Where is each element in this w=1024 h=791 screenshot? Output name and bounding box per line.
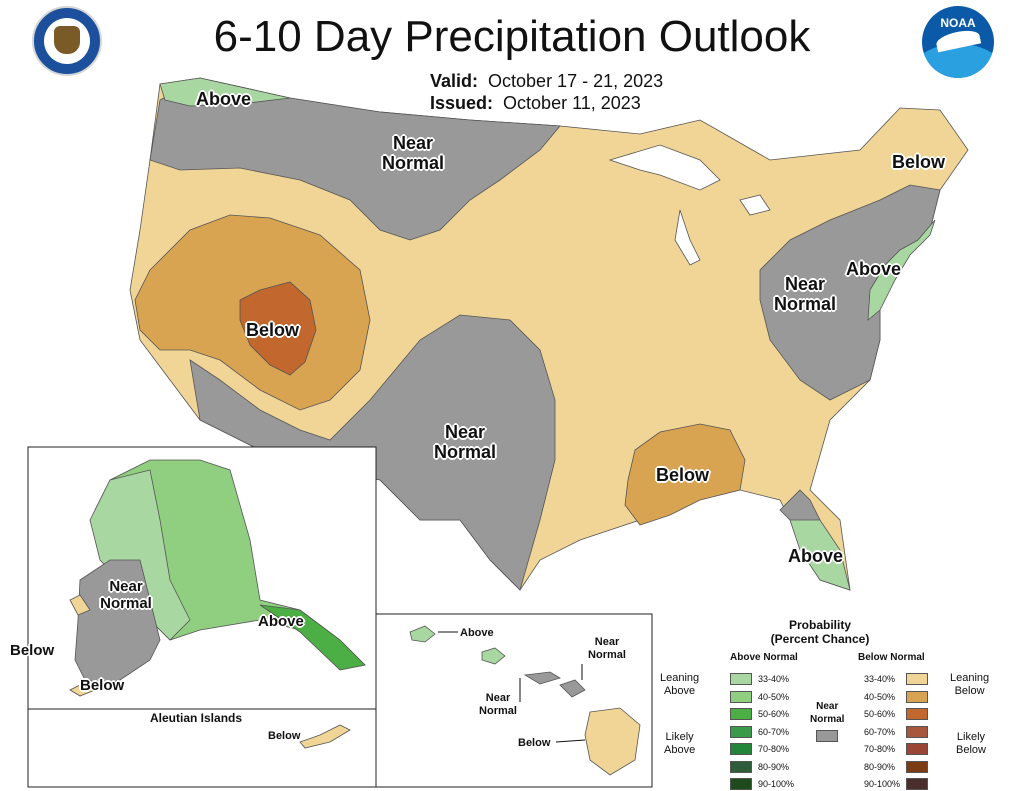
legend-title: Probability (Percent Chance) bbox=[770, 618, 870, 646]
above-northwest-region bbox=[159, 77, 291, 107]
legend-above-range-label: 33-40% bbox=[758, 674, 790, 684]
legend-below-normal-header: Below Normal bbox=[858, 652, 925, 663]
hawaii-kauai bbox=[409, 625, 436, 643]
legend-below-range-label: 70-80% bbox=[864, 744, 896, 754]
legend-below-swatch bbox=[906, 673, 928, 685]
hawaii-below-leader bbox=[555, 739, 586, 743]
label-near-normal-east: Near Normal bbox=[773, 274, 836, 314]
legend-above-swatch bbox=[730, 778, 752, 790]
label-near-normal-north: Near Normal bbox=[381, 133, 444, 173]
label-hawaii-below: Below bbox=[518, 737, 551, 749]
label-alaska-below-left: Below bbox=[10, 642, 55, 659]
map-title: 6-10 Day Precipitation Outlook bbox=[213, 12, 811, 61]
label-above-florida: Above bbox=[788, 546, 844, 566]
label-above-northwest: Above bbox=[196, 89, 252, 109]
legend-above-swatch bbox=[730, 691, 752, 703]
aleutian-below-region bbox=[299, 724, 351, 749]
legend-likely-above: Likely Above bbox=[664, 731, 696, 756]
valid-label: Valid: bbox=[430, 71, 479, 91]
valid-dates: October 17 - 21, 2023 bbox=[488, 71, 664, 91]
near-normal-north-region bbox=[149, 77, 561, 241]
label-below-southwest: Below bbox=[246, 320, 300, 340]
below-southwest-core-region bbox=[239, 281, 317, 376]
legend-below-range-label: 50-60% bbox=[864, 709, 896, 719]
aleutian-title: Aleutian Islands bbox=[150, 711, 243, 725]
label-alaska-above: Above bbox=[258, 613, 304, 630]
legend-below-range-label: 33-40% bbox=[864, 674, 896, 684]
legend-above-range-label: 60-70% bbox=[758, 727, 790, 737]
legend-below-range-label: 60-70% bbox=[864, 727, 896, 737]
hawaii-molokai bbox=[523, 671, 561, 685]
legend-below-swatch bbox=[906, 708, 928, 720]
issued-label: Issued: bbox=[430, 93, 494, 113]
legend-below-swatch bbox=[906, 726, 928, 738]
legend-above-swatch bbox=[730, 708, 752, 720]
label-hawaii-near-normal-b: Near Normal bbox=[588, 636, 626, 661]
alaska-above-strong-region bbox=[259, 604, 366, 671]
above-florida-region bbox=[789, 519, 851, 591]
legend-near-normal: Near Normal bbox=[810, 701, 845, 725]
legend-near-normal-swatch bbox=[816, 730, 838, 742]
legend-above-normal-header: Above Normal bbox=[730, 652, 798, 663]
label-above-northeast: Above bbox=[846, 259, 902, 279]
label-below-northeast: Below bbox=[892, 152, 946, 172]
below-southeast-region bbox=[624, 423, 746, 526]
legend-above-swatch bbox=[730, 761, 752, 773]
label-hawaii-above: Above bbox=[460, 627, 494, 639]
legend-below-range-label: 80-90% bbox=[864, 762, 896, 772]
legend-likely-below: Likely Below bbox=[956, 731, 986, 756]
issued-date: October 11, 2023 bbox=[503, 93, 641, 113]
validity-block: Valid: October 17 - 21, 2023 Issued: Oct… bbox=[430, 70, 663, 114]
alaska-near-normal-region bbox=[74, 559, 161, 691]
legend-below-swatch bbox=[906, 761, 928, 773]
label-alaska-near-normal: Near Normal bbox=[100, 578, 152, 612]
legend-above-swatch bbox=[730, 726, 752, 738]
legend-above-range-label: 40-50% bbox=[758, 692, 790, 702]
label-near-normal-south: Near Normal bbox=[433, 422, 496, 462]
legend-above-range-label: 70-80% bbox=[758, 744, 790, 754]
legend-below-range-label: 40-50% bbox=[864, 692, 896, 702]
great-lakes bbox=[608, 144, 771, 266]
label-aleutian-below: Below bbox=[268, 730, 301, 742]
noaa-logo: NOAA bbox=[922, 6, 994, 78]
label-below-southeast: Below bbox=[656, 465, 710, 485]
legend-above-range-label: 50-60% bbox=[758, 709, 790, 719]
legend-above-range-label: 80-90% bbox=[758, 762, 790, 772]
legend-below-swatch bbox=[906, 691, 928, 703]
alaska-below-region bbox=[69, 594, 101, 697]
legend-leaning-below: Leaning Below bbox=[950, 672, 990, 697]
legend-above-swatch bbox=[730, 743, 752, 755]
label-hawaii-near-normal-a: Near Normal bbox=[479, 692, 517, 717]
legend-below-swatch bbox=[906, 778, 928, 790]
legend-leaning-above: Leaning Above bbox=[660, 672, 700, 697]
legend-below-swatch bbox=[906, 743, 928, 755]
label-alaska-below-bottom: Below bbox=[80, 677, 125, 694]
department-of-commerce-seal bbox=[32, 6, 102, 76]
legend-above-swatch bbox=[730, 673, 752, 685]
aleutian-inset-frame bbox=[27, 708, 377, 788]
legend-below-range-label: 90-100% bbox=[864, 779, 901, 789]
hawaii-oahu bbox=[481, 647, 506, 665]
hawaii-maui bbox=[559, 679, 586, 698]
above-northeast-region bbox=[867, 219, 936, 321]
hawaii-big-island bbox=[584, 707, 641, 776]
legend-above-range-label: 90-100% bbox=[758, 779, 795, 789]
